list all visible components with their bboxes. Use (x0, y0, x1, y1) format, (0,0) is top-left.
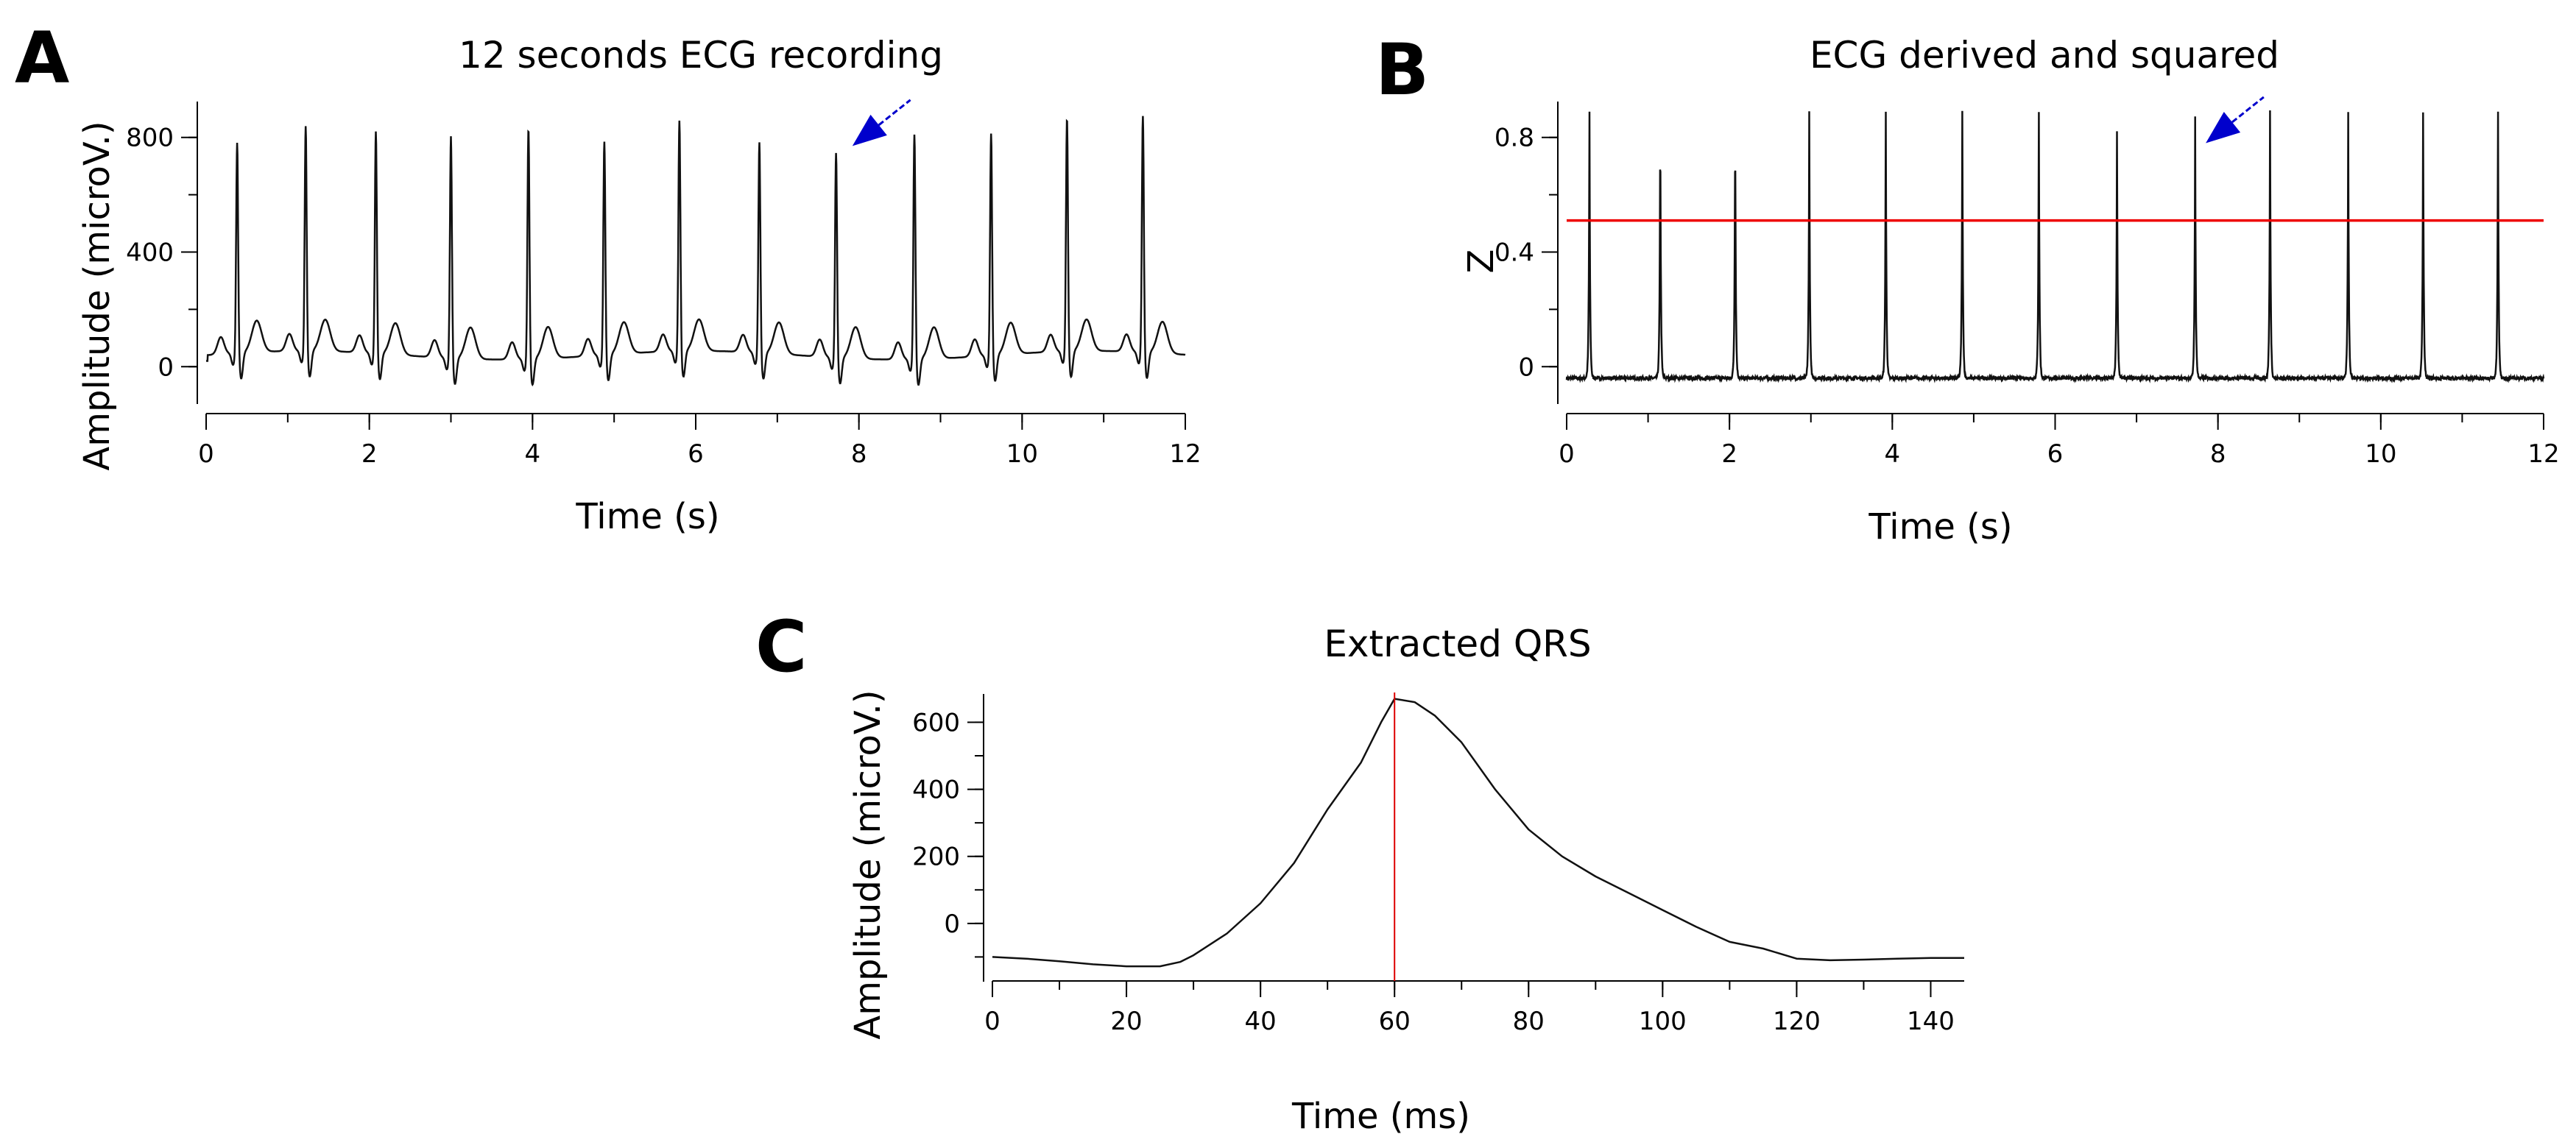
panel-b-arrow-tail (2231, 96, 2265, 124)
panel-c-plot: 0 20 40 60 80 100 120 140 0 200 400 600 (912, 692, 1964, 1036)
panel-c-y-tick-label: 0 (944, 910, 960, 939)
panel-a-letter: A (15, 17, 69, 99)
panel-b-plot: 0 2 4 6 8 10 12 0 0.4 0.8 (1495, 96, 2560, 469)
panel-c-title: Extracted QRS (1324, 623, 1591, 665)
panel-a-xlabel: Time (s) (575, 496, 719, 537)
panel-a-ylabel: Amplitude (microV.) (77, 121, 118, 470)
panel-a-x-tick-label: 10 (1006, 439, 1038, 469)
panel-c-x-tick-label: 120 (1773, 1007, 1821, 1036)
panel-a-y-tick-label: 0 (158, 352, 174, 382)
panel-b-title: ECG derived and squared (1810, 34, 2279, 77)
panel-a-x-tick-label: 4 (525, 439, 541, 469)
panel-a-y-tick-label: 400 (126, 238, 174, 268)
panel-c: C Extracted QRS Time (ms) Amplitude (mic… (755, 606, 1964, 1137)
panel-b-x-tick-label: 12 (2527, 439, 2559, 469)
panel-b-x-tick-label: 6 (2047, 439, 2064, 469)
panel-b-derived-trace (1565, 110, 2545, 383)
panel-b-ylabel: Z (1461, 249, 1502, 274)
panel-c-xlabel: Time (ms) (1291, 1096, 1470, 1137)
panel-c-x-tick-label: 140 (1907, 1007, 1955, 1036)
panel-c-y-tick-label: 400 (912, 776, 960, 805)
panel-c-x-tick-label: 0 (984, 1007, 1001, 1036)
panel-b-x-tick-label: 2 (1721, 439, 1737, 469)
panel-c-x-tick-label: 60 (1379, 1007, 1411, 1036)
panel-b: B ECG derived and squared Time (s) Z 0 2 4… (1375, 29, 2560, 548)
panel-a-arrow-tail (878, 99, 911, 127)
panel-c-y-tick-label: 600 (912, 708, 960, 737)
panel-b-x-tick-label: 4 (1885, 439, 1901, 469)
panel-b-letter: B (1375, 29, 1429, 111)
panel-c-letter: C (755, 606, 807, 688)
panel-c-qrs-trace (992, 698, 1964, 968)
panel-a-plot: 0 2 4 6 8 10 12 0 400 800 (126, 99, 1201, 469)
panel-b-arrow-head (2206, 111, 2241, 144)
panel-a-x-tick-label: 0 (198, 439, 214, 469)
panel-b-xlabel: Time (s) (1868, 506, 2012, 548)
panel-c-x-tick-label: 100 (1639, 1007, 1687, 1036)
panel-a-arrow-head (852, 114, 887, 146)
panel-b-x-tick-label: 10 (2365, 439, 2396, 469)
panel-c-x-tick-label: 80 (1513, 1007, 1545, 1036)
panel-c-x-tick-label: 20 (1110, 1007, 1142, 1036)
panel-b-x-tick-label: 8 (2210, 439, 2226, 469)
panel-a-x-tick-label: 2 (361, 439, 378, 469)
panel-a-ecg-trace (206, 116, 1186, 387)
panel-b-x-tick-label: 0 (1559, 439, 1575, 469)
panel-c-ylabel: Amplitude (microV.) (847, 690, 889, 1039)
panel-a-x-tick-label: 8 (851, 439, 867, 469)
panel-a-y-tick-label: 800 (126, 124, 174, 153)
panel-c-y-tick-label: 200 (912, 843, 960, 872)
panel-c-x-tick-label: 40 (1245, 1007, 1277, 1036)
panel-b-y-tick-label: 0.8 (1495, 124, 1534, 153)
panel-a: A 12 seconds ECG recording Time (s) Ampl… (15, 17, 1201, 537)
panel-a-x-tick-label: 12 (1169, 439, 1201, 469)
panel-a-title: 12 seconds ECG recording (459, 34, 943, 77)
panel-a-x-tick-label: 6 (688, 439, 704, 469)
panel-b-y-tick-label: 0 (1518, 352, 1534, 382)
panel-b-y-tick-label: 0.4 (1495, 238, 1534, 268)
